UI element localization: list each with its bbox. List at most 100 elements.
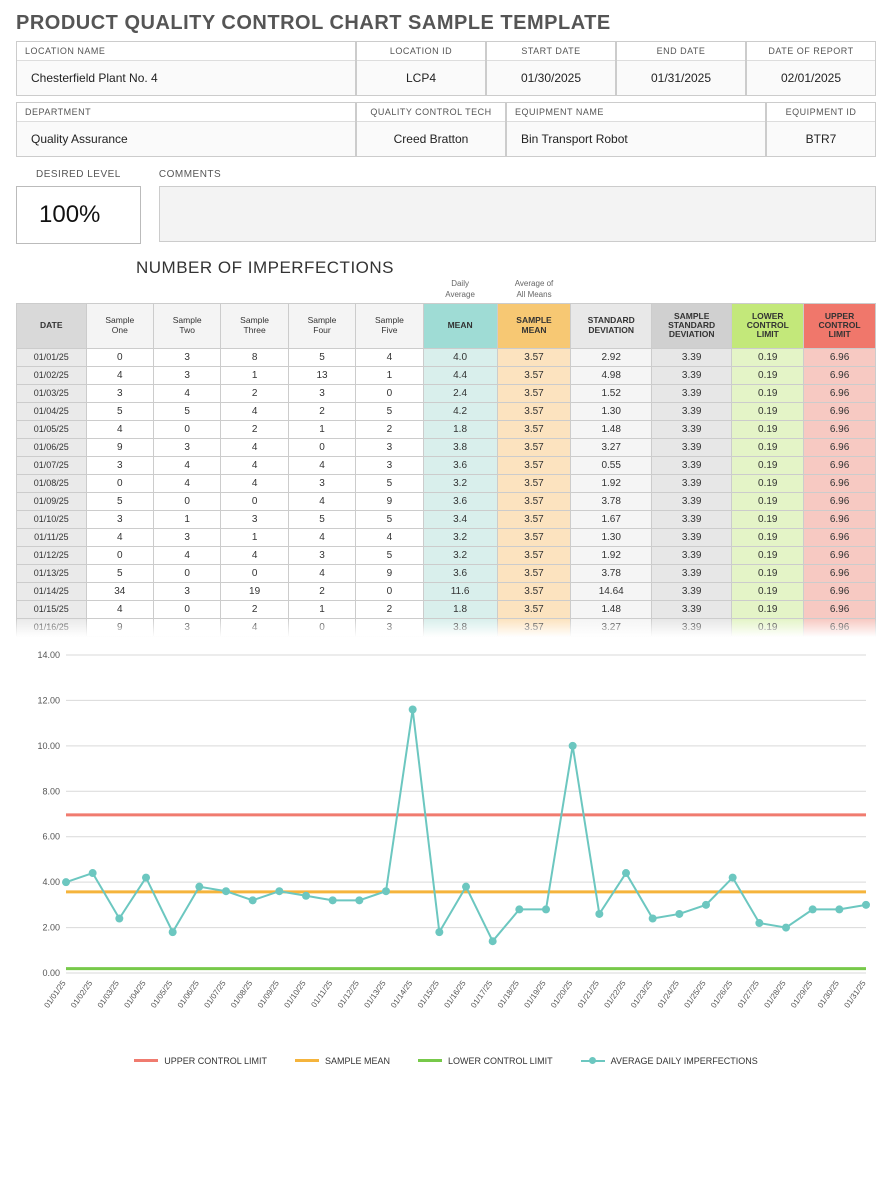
table-cell: 2.92 — [571, 348, 651, 366]
header-cell: LOCATION NAMEChesterfield Plant No. 4 — [16, 41, 356, 96]
table-row: 01/05/25402121.83.571.483.390.196.96 — [17, 420, 876, 438]
comments-box[interactable] — [159, 186, 876, 242]
desired-label: DESIRED LEVEL — [16, 165, 141, 184]
table-cell: 4 — [86, 600, 153, 618]
table-cell: 4 — [288, 528, 355, 546]
table-cell: 01/04/25 — [17, 402, 87, 420]
table-cell: 3.39 — [651, 564, 731, 582]
table-cell: 1.8 — [423, 600, 497, 618]
chart-svg: 0.002.004.006.008.0010.0012.0014.0001/01… — [16, 645, 876, 1045]
svg-text:8.00: 8.00 — [42, 786, 60, 796]
table-cell: 3.39 — [651, 348, 731, 366]
col-header: LOWERCONTROLLIMIT — [732, 303, 804, 348]
table-cell: 5 — [288, 348, 355, 366]
svg-text:01/15/25: 01/15/25 — [416, 978, 442, 1009]
table-cell: 1 — [288, 600, 355, 618]
table-cell: 3.39 — [651, 384, 731, 402]
table-cell: 6.96 — [804, 384, 876, 402]
table-cell: 4.0 — [423, 348, 497, 366]
header-value[interactable]: Quality Assurance — [17, 121, 355, 156]
table-cell: 9 — [356, 492, 423, 510]
col-header: MEAN — [423, 303, 497, 348]
table-cell: 4 — [221, 438, 288, 456]
table-cell: 5 — [356, 546, 423, 564]
header-value[interactable]: LCP4 — [357, 60, 485, 95]
table-cell: 0.19 — [732, 402, 804, 420]
table-cell: 1.30 — [571, 528, 651, 546]
table-cell: 6.96 — [804, 348, 876, 366]
page-title: PRODUCT QUALITY CONTROL CHART SAMPLE TEM… — [16, 12, 876, 35]
table-cell: 3.39 — [651, 600, 731, 618]
table-cell: 0.19 — [732, 384, 804, 402]
table-cell: 0 — [288, 438, 355, 456]
header-value[interactable]: 01/30/2025 — [487, 60, 615, 95]
table-cell: 3 — [356, 438, 423, 456]
table-cell: 3 — [221, 510, 288, 528]
header-cell: DEPARTMENTQuality Assurance — [16, 102, 356, 157]
table-cell: 0 — [356, 582, 423, 600]
table-cell: 3.78 — [571, 492, 651, 510]
svg-text:01/01/25: 01/01/25 — [42, 978, 68, 1009]
table-cell: 4 — [288, 492, 355, 510]
table-cell: 8 — [221, 348, 288, 366]
table-cell: 3.6 — [423, 456, 497, 474]
svg-text:6.00: 6.00 — [42, 832, 60, 842]
table-cell: 3.2 — [423, 474, 497, 492]
svg-text:01/31/25: 01/31/25 — [842, 978, 868, 1009]
header-value[interactable]: 02/01/2025 — [747, 60, 875, 95]
table-cell: 01/14/25 — [17, 582, 87, 600]
table-cell: 5 — [356, 510, 423, 528]
table-cell: 3.27 — [571, 438, 651, 456]
svg-text:01/21/25: 01/21/25 — [576, 978, 602, 1009]
header-value[interactable]: Creed Bratton — [357, 121, 505, 156]
table-cell: 0.19 — [732, 510, 804, 528]
table-cell: 3.6 — [423, 564, 497, 582]
table-cell: 6.96 — [804, 564, 876, 582]
table-cell: 6.96 — [804, 456, 876, 474]
table-cell: 01/05/25 — [17, 420, 87, 438]
table-cell: 4 — [288, 456, 355, 474]
svg-text:01/19/25: 01/19/25 — [522, 978, 548, 1009]
table-cell: 0 — [153, 420, 220, 438]
table-cell: 0 — [221, 564, 288, 582]
table-cell: 6.96 — [804, 366, 876, 384]
header-value[interactable]: Bin Transport Robot — [507, 121, 765, 156]
table-cell: 3 — [153, 528, 220, 546]
table-cell: 0 — [86, 348, 153, 366]
table-cell: 3.57 — [497, 420, 571, 438]
table-row: 01/15/25402121.83.571.483.390.196.96 — [17, 600, 876, 618]
desired-level-block: DESIRED LEVEL 100% — [16, 165, 141, 244]
table-cell: 4 — [356, 348, 423, 366]
table-cell: 1 — [153, 510, 220, 528]
header-cell: EQUIPMENT IDBTR7 — [766, 102, 876, 157]
table-cell: 4.4 — [423, 366, 497, 384]
table-cell: 1.30 — [571, 402, 651, 420]
table-cell: 4 — [153, 456, 220, 474]
table-cell: 3.57 — [497, 402, 571, 420]
imperfections-table-wrapper: DailyAverage ofAverageAll MeansDATESampl… — [16, 280, 876, 637]
meta-label-allmeans-2: All Means — [497, 291, 571, 303]
table-cell: 1.48 — [571, 600, 651, 618]
table-cell: 11.6 — [423, 582, 497, 600]
table-cell: 3.57 — [497, 582, 571, 600]
header-value[interactable]: BTR7 — [767, 121, 875, 156]
table-cell: 6.96 — [804, 420, 876, 438]
table-cell: 3.39 — [651, 456, 731, 474]
table-cell: 4.98 — [571, 366, 651, 384]
col-header: STANDARDDEVIATION — [571, 303, 651, 348]
header-value[interactable]: Chesterfield Plant No. 4 — [17, 60, 355, 95]
header-cell: START DATE01/30/2025 — [486, 41, 616, 96]
table-cell: 01/15/25 — [17, 600, 87, 618]
table-cell: 2 — [288, 402, 355, 420]
table-cell: 0.19 — [732, 546, 804, 564]
table-cell: 6.96 — [804, 438, 876, 456]
header-label: QUALITY CONTROL TECH — [357, 103, 505, 121]
svg-text:01/07/25: 01/07/25 — [202, 978, 228, 1009]
table-cell: 3 — [153, 348, 220, 366]
table-cell: 3.2 — [423, 528, 497, 546]
svg-text:01/14/25: 01/14/25 — [389, 978, 415, 1009]
header-label: DEPARTMENT — [17, 103, 355, 121]
svg-text:01/24/25: 01/24/25 — [656, 978, 682, 1009]
header-value[interactable]: 01/31/2025 — [617, 60, 745, 95]
table-cell: 5 — [153, 402, 220, 420]
